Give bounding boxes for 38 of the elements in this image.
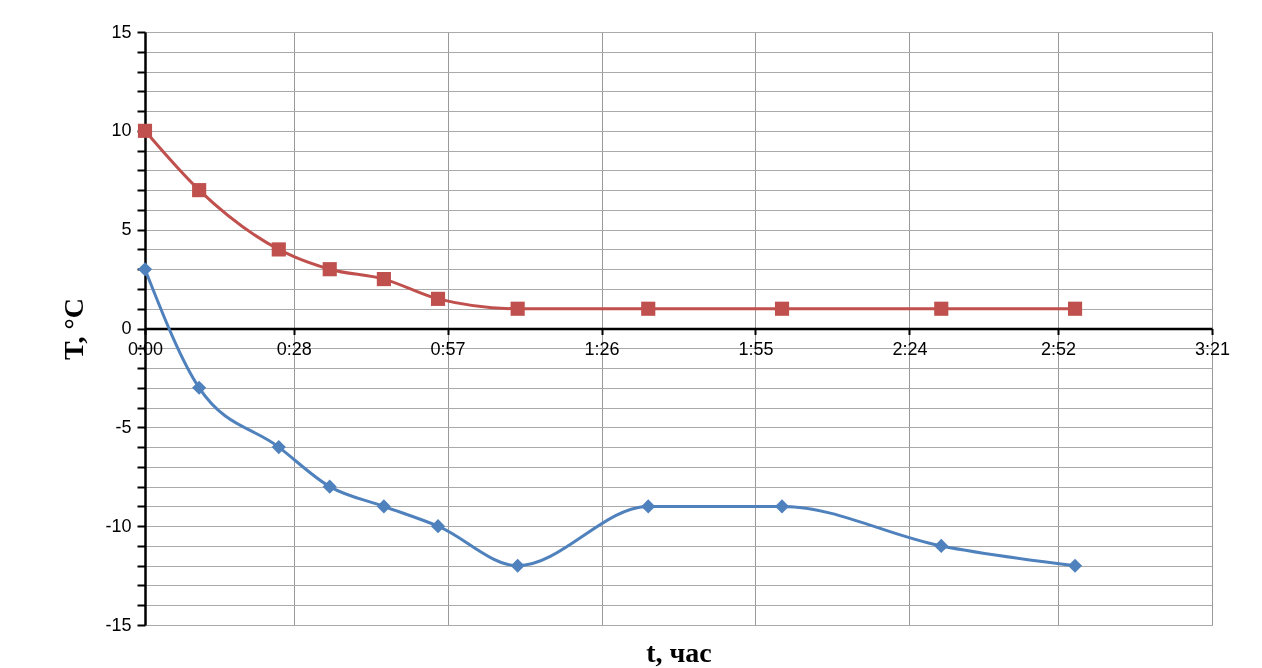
y-tick-label: -15 [105, 614, 132, 635]
y-tick-label: -10 [105, 515, 132, 536]
x-tick-label: 1:26 [584, 339, 620, 359]
point [137, 262, 153, 277]
point [376, 272, 391, 287]
y-tick-label: -5 [115, 416, 132, 437]
point [430, 519, 446, 534]
point [137, 123, 153, 138]
point [774, 301, 790, 316]
x-tick-label: 0:28 [276, 339, 312, 359]
y-axis-title: T, °C [58, 297, 90, 361]
point [934, 538, 949, 553]
point [510, 558, 525, 573]
point [322, 262, 337, 277]
point [1067, 558, 1083, 573]
x-tick-label: 2:24 [892, 339, 928, 359]
point [510, 301, 525, 316]
point [192, 183, 207, 198]
point [641, 499, 656, 514]
point [934, 301, 949, 316]
point [1067, 301, 1083, 316]
x-tick-label: 3:21 [1194, 339, 1231, 359]
point [271, 242, 286, 257]
y-tick-label: 0 [121, 318, 132, 338]
x-tick-label: 0:57 [430, 339, 466, 359]
x-axis-title: t, час [646, 636, 712, 668]
point [271, 440, 286, 455]
x-tick-label: 2:52 [1041, 339, 1077, 359]
point [641, 301, 656, 316]
point [774, 499, 790, 514]
point [376, 499, 391, 514]
point [430, 291, 446, 306]
y-tick-label: 15 [111, 21, 132, 42]
point [192, 380, 207, 395]
point [322, 479, 337, 494]
y-tick-label: 5 [121, 219, 132, 240]
y-tick-label: 10 [111, 120, 132, 141]
x-tick-label: 1:55 [738, 339, 774, 359]
